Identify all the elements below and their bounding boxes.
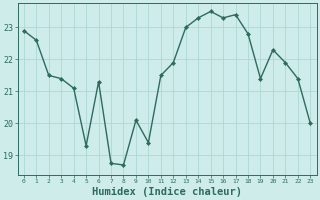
X-axis label: Humidex (Indice chaleur): Humidex (Indice chaleur) <box>92 186 242 197</box>
